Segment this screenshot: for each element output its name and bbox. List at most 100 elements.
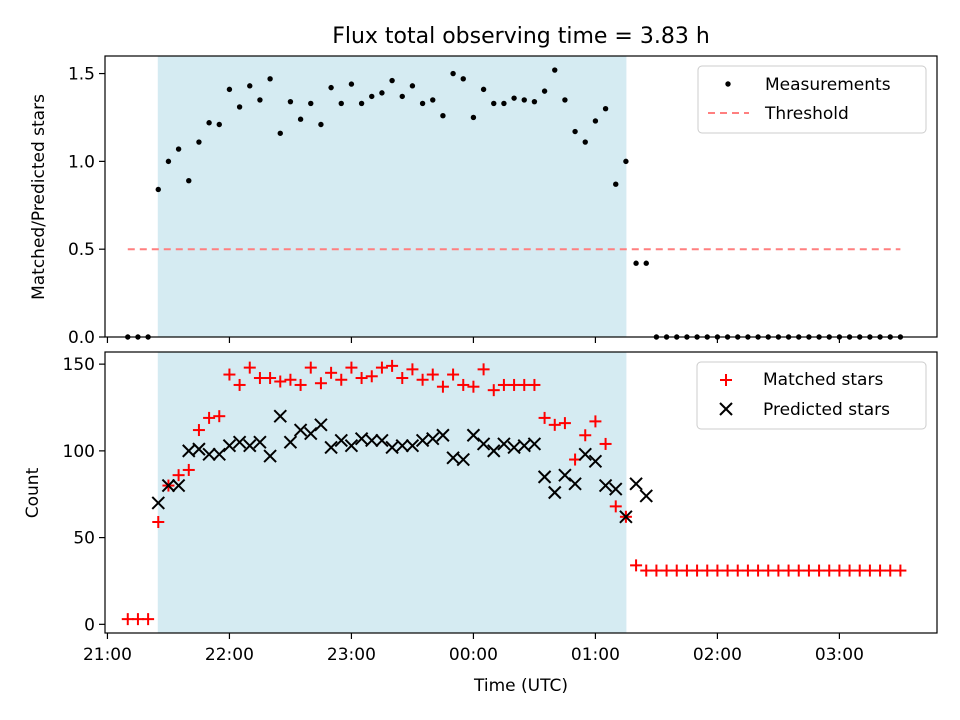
matched-star-point: [691, 564, 704, 577]
matched-star-point: [640, 564, 653, 577]
matched-star-point: [874, 564, 887, 577]
matched-star-point: [447, 368, 460, 381]
measurement-point: [318, 121, 324, 128]
matched-star-point: [843, 564, 856, 577]
measurement-point: [541, 88, 548, 94]
matched-star-point: [477, 363, 490, 376]
legend-predicted-marker: [719, 402, 733, 416]
predicted-star-point: [243, 438, 257, 453]
matched-star-point: [457, 378, 470, 391]
ratio-shaded-interval: [157, 55, 627, 338]
measurement-point: [521, 97, 527, 103]
x-tick-label: 01:00: [571, 645, 620, 665]
matched-star-point: [294, 378, 307, 391]
predicted-star-point: [273, 409, 287, 423]
measurement-point: [216, 121, 222, 128]
matched-star-point: [375, 361, 388, 374]
matched-star-point: [752, 564, 765, 577]
matched-star-point: [772, 564, 785, 577]
legend-predicted-label: Predicted stars: [763, 400, 890, 420]
matched-star-point: [253, 372, 266, 385]
measurement-point: [155, 186, 161, 193]
ratio-ylabel: Matched/Predicted stars: [29, 94, 49, 300]
count-legend: Matched stars Predicted stars: [696, 361, 927, 430]
measurement-point: [206, 120, 212, 126]
matched-star-point: [314, 377, 327, 390]
matched-star-point: [274, 375, 287, 388]
predicted-star-point: [487, 444, 501, 458]
measurement-point: [358, 100, 365, 107]
matched-star-point: [853, 564, 866, 577]
x-tick-label: 00:00: [449, 645, 498, 665]
measurement-point: [277, 130, 283, 136]
matched-star-point: [670, 564, 683, 577]
count-ylabel: Count: [23, 467, 43, 518]
measurement-point: [511, 95, 517, 101]
predicted-star-point: [212, 447, 226, 462]
measurement-point: [531, 98, 538, 105]
x-tick-label: 03:00: [815, 645, 864, 665]
predicted-star-point: [558, 468, 572, 482]
measurement-point: [257, 97, 263, 103]
matched-star-point: [528, 378, 541, 391]
measurement-point: [236, 104, 243, 110]
predicted-star-point: [497, 437, 511, 451]
matched-star-point: [416, 373, 429, 386]
predicted-star-point: [456, 452, 470, 467]
predicted-star-point: [609, 482, 623, 496]
matched-star-point: [711, 564, 724, 577]
x-tick-label: 23:00: [327, 645, 376, 665]
matched-star-point: [203, 411, 216, 424]
matched-star-point: [894, 564, 907, 577]
measurement-point: [186, 177, 192, 184]
matched-star-point: [497, 378, 510, 391]
measurement-point: [491, 100, 497, 107]
measurement-point: [308, 100, 314, 107]
matched-star-point: [436, 380, 449, 393]
y-tick-label: 50: [73, 529, 95, 549]
measurement-point: [633, 260, 639, 266]
matched-star-point: [192, 424, 205, 437]
matched-star-point: [335, 373, 348, 386]
predicted-star-point: [588, 454, 603, 468]
predicted-star-point: [304, 426, 318, 441]
measurement-point: [247, 83, 253, 89]
measurement-point: [602, 105, 609, 112]
y-tick-label: 0.5: [68, 240, 95, 260]
measurement-point: [562, 97, 568, 103]
measurement-point: [267, 76, 273, 82]
matched-star-point: [487, 384, 500, 397]
measurement-point: [643, 260, 649, 266]
measurement-point: [226, 86, 233, 93]
measurement-point: [348, 81, 355, 87]
matched-star-point: [609, 500, 622, 513]
matched-star-point: [802, 564, 815, 577]
measurement-point: [338, 100, 344, 107]
count-shaded-interval: [157, 351, 627, 634]
predicted-star-point: [527, 437, 542, 451]
measurement-point: [460, 76, 466, 82]
predicted-star-point: [161, 478, 176, 493]
measurement-point: [328, 84, 334, 91]
matched-star-point: [325, 366, 338, 379]
measurement-point: [430, 97, 436, 103]
predicted-star-point: [283, 435, 298, 449]
y-tick-label: 100: [63, 442, 95, 462]
x-tick-label: 22:00: [205, 645, 254, 665]
matched-star-point: [589, 415, 602, 428]
matched-star-point: [538, 411, 551, 424]
matched-star-point: [121, 613, 134, 626]
predicted-star-point: [253, 435, 267, 449]
y-tick-label: 1.0: [68, 152, 95, 172]
measurement-point: [369, 93, 375, 100]
ratio-legend: Measurements Threshold: [697, 65, 927, 134]
matched-star-point: [264, 372, 277, 385]
matched-star-point: [741, 564, 754, 577]
matched-star-point: [284, 373, 297, 386]
matched-star-point: [823, 564, 836, 577]
measurement-point: [623, 158, 629, 165]
matched-star-point: [579, 429, 592, 442]
count-legend-box: [696, 361, 927, 430]
predicted-star-point: [365, 433, 379, 448]
